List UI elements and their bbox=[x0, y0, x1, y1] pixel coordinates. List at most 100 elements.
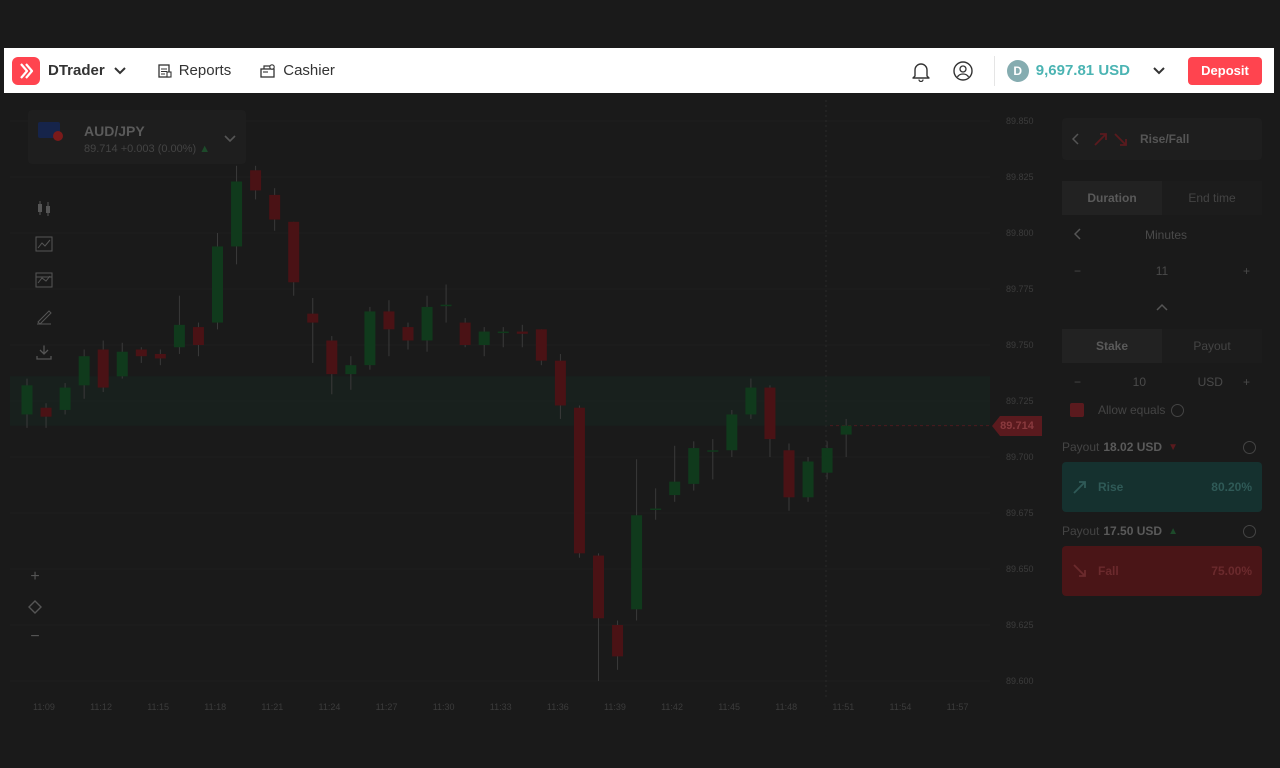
tab-end-time[interactable]: End time bbox=[1188, 191, 1236, 205]
candle bbox=[116, 351, 128, 377]
candle bbox=[250, 170, 262, 191]
candle bbox=[364, 311, 376, 366]
y-tick-label: 89.700 bbox=[1006, 452, 1034, 462]
candle bbox=[459, 322, 471, 345]
candle bbox=[802, 461, 814, 498]
candle bbox=[764, 387, 776, 440]
drawing-tools-icon[interactable] bbox=[30, 298, 58, 334]
x-tick-label: 11:57 bbox=[946, 702, 969, 712]
candle bbox=[516, 331, 528, 334]
chevron-left-icon bbox=[1073, 227, 1082, 243]
symbol-quote: 89.714 +0.003 (0.00%) ▲ bbox=[84, 143, 211, 155]
candle bbox=[212, 246, 223, 323]
rise-purchase-button[interactable]: Rise 80.20% bbox=[1062, 462, 1262, 512]
zoom-out-icon[interactable]: − bbox=[30, 628, 40, 645]
zoom-controls: + − bbox=[24, 562, 46, 652]
notifications-bell-icon[interactable] bbox=[908, 58, 934, 84]
account-profile-icon[interactable] bbox=[950, 58, 976, 84]
indicators-icon[interactable] bbox=[30, 226, 58, 262]
decrement-stake-button[interactable]: − bbox=[1074, 375, 1082, 389]
rise-percentage: 80.20% bbox=[1211, 480, 1252, 494]
x-tick-label: 11:48 bbox=[775, 702, 798, 712]
tab-stake[interactable]: Stake bbox=[1062, 329, 1162, 363]
duration-tabs: Duration End time bbox=[1062, 181, 1262, 215]
info-icon[interactable] bbox=[1243, 440, 1256, 454]
fall-payout-label: Payout bbox=[1062, 524, 1100, 538]
symbol-selector[interactable]: AUD/JPY 89.714 +0.003 (0.00%) ▲ bbox=[28, 110, 246, 164]
y-tick-label: 89.750 bbox=[1006, 340, 1034, 350]
x-tick-label: 11:45 bbox=[718, 702, 741, 712]
info-icon[interactable] bbox=[1243, 524, 1256, 538]
x-tick-label: 11:30 bbox=[432, 702, 455, 712]
reports-icon bbox=[157, 63, 173, 79]
account-balance-switcher[interactable]: D 9,697.81 USD bbox=[1006, 59, 1166, 82]
candle bbox=[650, 508, 662, 511]
tab-duration[interactable]: Duration bbox=[1062, 181, 1162, 215]
x-tick-label: 11:24 bbox=[318, 702, 341, 712]
chevron-up-icon[interactable] bbox=[1156, 298, 1168, 316]
x-tick-label: 11:12 bbox=[90, 702, 112, 712]
rise-payout-value: 18.02 USD bbox=[1103, 440, 1163, 454]
nav-reports-label: Reports bbox=[178, 62, 232, 79]
candle bbox=[135, 349, 147, 357]
chevron-down-icon bbox=[1152, 66, 1166, 76]
x-tick-label: 11:42 bbox=[661, 702, 683, 712]
y-tick-label: 89.850 bbox=[1006, 116, 1034, 126]
rise-label: Rise bbox=[1098, 480, 1124, 494]
payout-up-icon: ▲ bbox=[1168, 525, 1178, 537]
candle bbox=[288, 221, 300, 283]
templates-icon[interactable] bbox=[30, 262, 58, 298]
price-chart[interactable] bbox=[10, 100, 990, 700]
candle bbox=[593, 555, 604, 619]
nav-reports[interactable]: Reports bbox=[157, 62, 232, 79]
y-tick-label: 89.600 bbox=[1006, 676, 1034, 686]
deposit-button[interactable]: Deposit bbox=[1188, 56, 1262, 85]
fall-purchase-button[interactable]: Fall 75.00% bbox=[1062, 546, 1262, 596]
nav-cashier[interactable]: Cashier bbox=[259, 62, 335, 79]
candle bbox=[40, 407, 52, 417]
download-icon[interactable] bbox=[30, 334, 58, 370]
candle bbox=[326, 340, 338, 375]
candle bbox=[21, 385, 33, 415]
x-tick-label: 11:33 bbox=[489, 702, 512, 712]
increment-stake-button[interactable]: + bbox=[1242, 375, 1250, 389]
current-price-tag: 89.714 bbox=[992, 416, 1042, 436]
candle bbox=[783, 450, 795, 498]
increment-duration-button[interactable]: + bbox=[1242, 264, 1250, 278]
reset-zoom-icon[interactable] bbox=[24, 592, 46, 622]
rise-payout-label: Payout bbox=[1062, 440, 1100, 454]
chart-type-icon[interactable] bbox=[30, 190, 58, 226]
app-switcher[interactable]: DTrader bbox=[12, 56, 127, 85]
decrement-duration-button[interactable]: − bbox=[1074, 264, 1082, 278]
candle bbox=[497, 331, 509, 334]
duration-stepper: − 11 + bbox=[1062, 255, 1262, 287]
y-tick-label: 89.775 bbox=[1006, 284, 1034, 294]
chart-toolbar bbox=[30, 190, 58, 370]
y-tick-label: 89.725 bbox=[1006, 396, 1034, 406]
allow-equals-checkbox[interactable] bbox=[1070, 403, 1084, 417]
candle bbox=[612, 625, 624, 657]
allow-equals-label: Allow equals bbox=[1098, 403, 1166, 417]
candle bbox=[440, 304, 452, 307]
duration-unit-selector[interactable]: Minutes bbox=[1062, 219, 1262, 251]
x-tick-label: 11:21 bbox=[261, 702, 284, 712]
stake-value[interactable]: 10 bbox=[1132, 375, 1146, 389]
trade-type-selector[interactable]: Rise/Fall bbox=[1062, 118, 1262, 160]
candle bbox=[688, 448, 700, 484]
info-icon[interactable] bbox=[1171, 403, 1185, 417]
fall-percentage: 75.00% bbox=[1211, 564, 1252, 578]
candle bbox=[840, 425, 852, 435]
y-tick-label: 89.800 bbox=[1006, 228, 1034, 238]
zoom-in-icon[interactable]: + bbox=[30, 568, 40, 585]
y-tick-label: 89.825 bbox=[1006, 172, 1034, 182]
candle bbox=[478, 331, 490, 345]
chevron-down-icon bbox=[113, 66, 127, 76]
candle bbox=[383, 311, 395, 330]
amount-tabs: Stake Payout bbox=[1062, 329, 1262, 363]
x-tick-label: 11:27 bbox=[375, 702, 398, 712]
duration-value[interactable]: 11 bbox=[1155, 264, 1169, 278]
trade-panel: Rise/Fall Duration End time Minutes − 11… bbox=[1062, 100, 1262, 620]
tab-payout[interactable]: Payout bbox=[1193, 339, 1231, 353]
candle bbox=[402, 327, 414, 341]
allow-equals-row: Allow equals bbox=[1070, 403, 1185, 417]
